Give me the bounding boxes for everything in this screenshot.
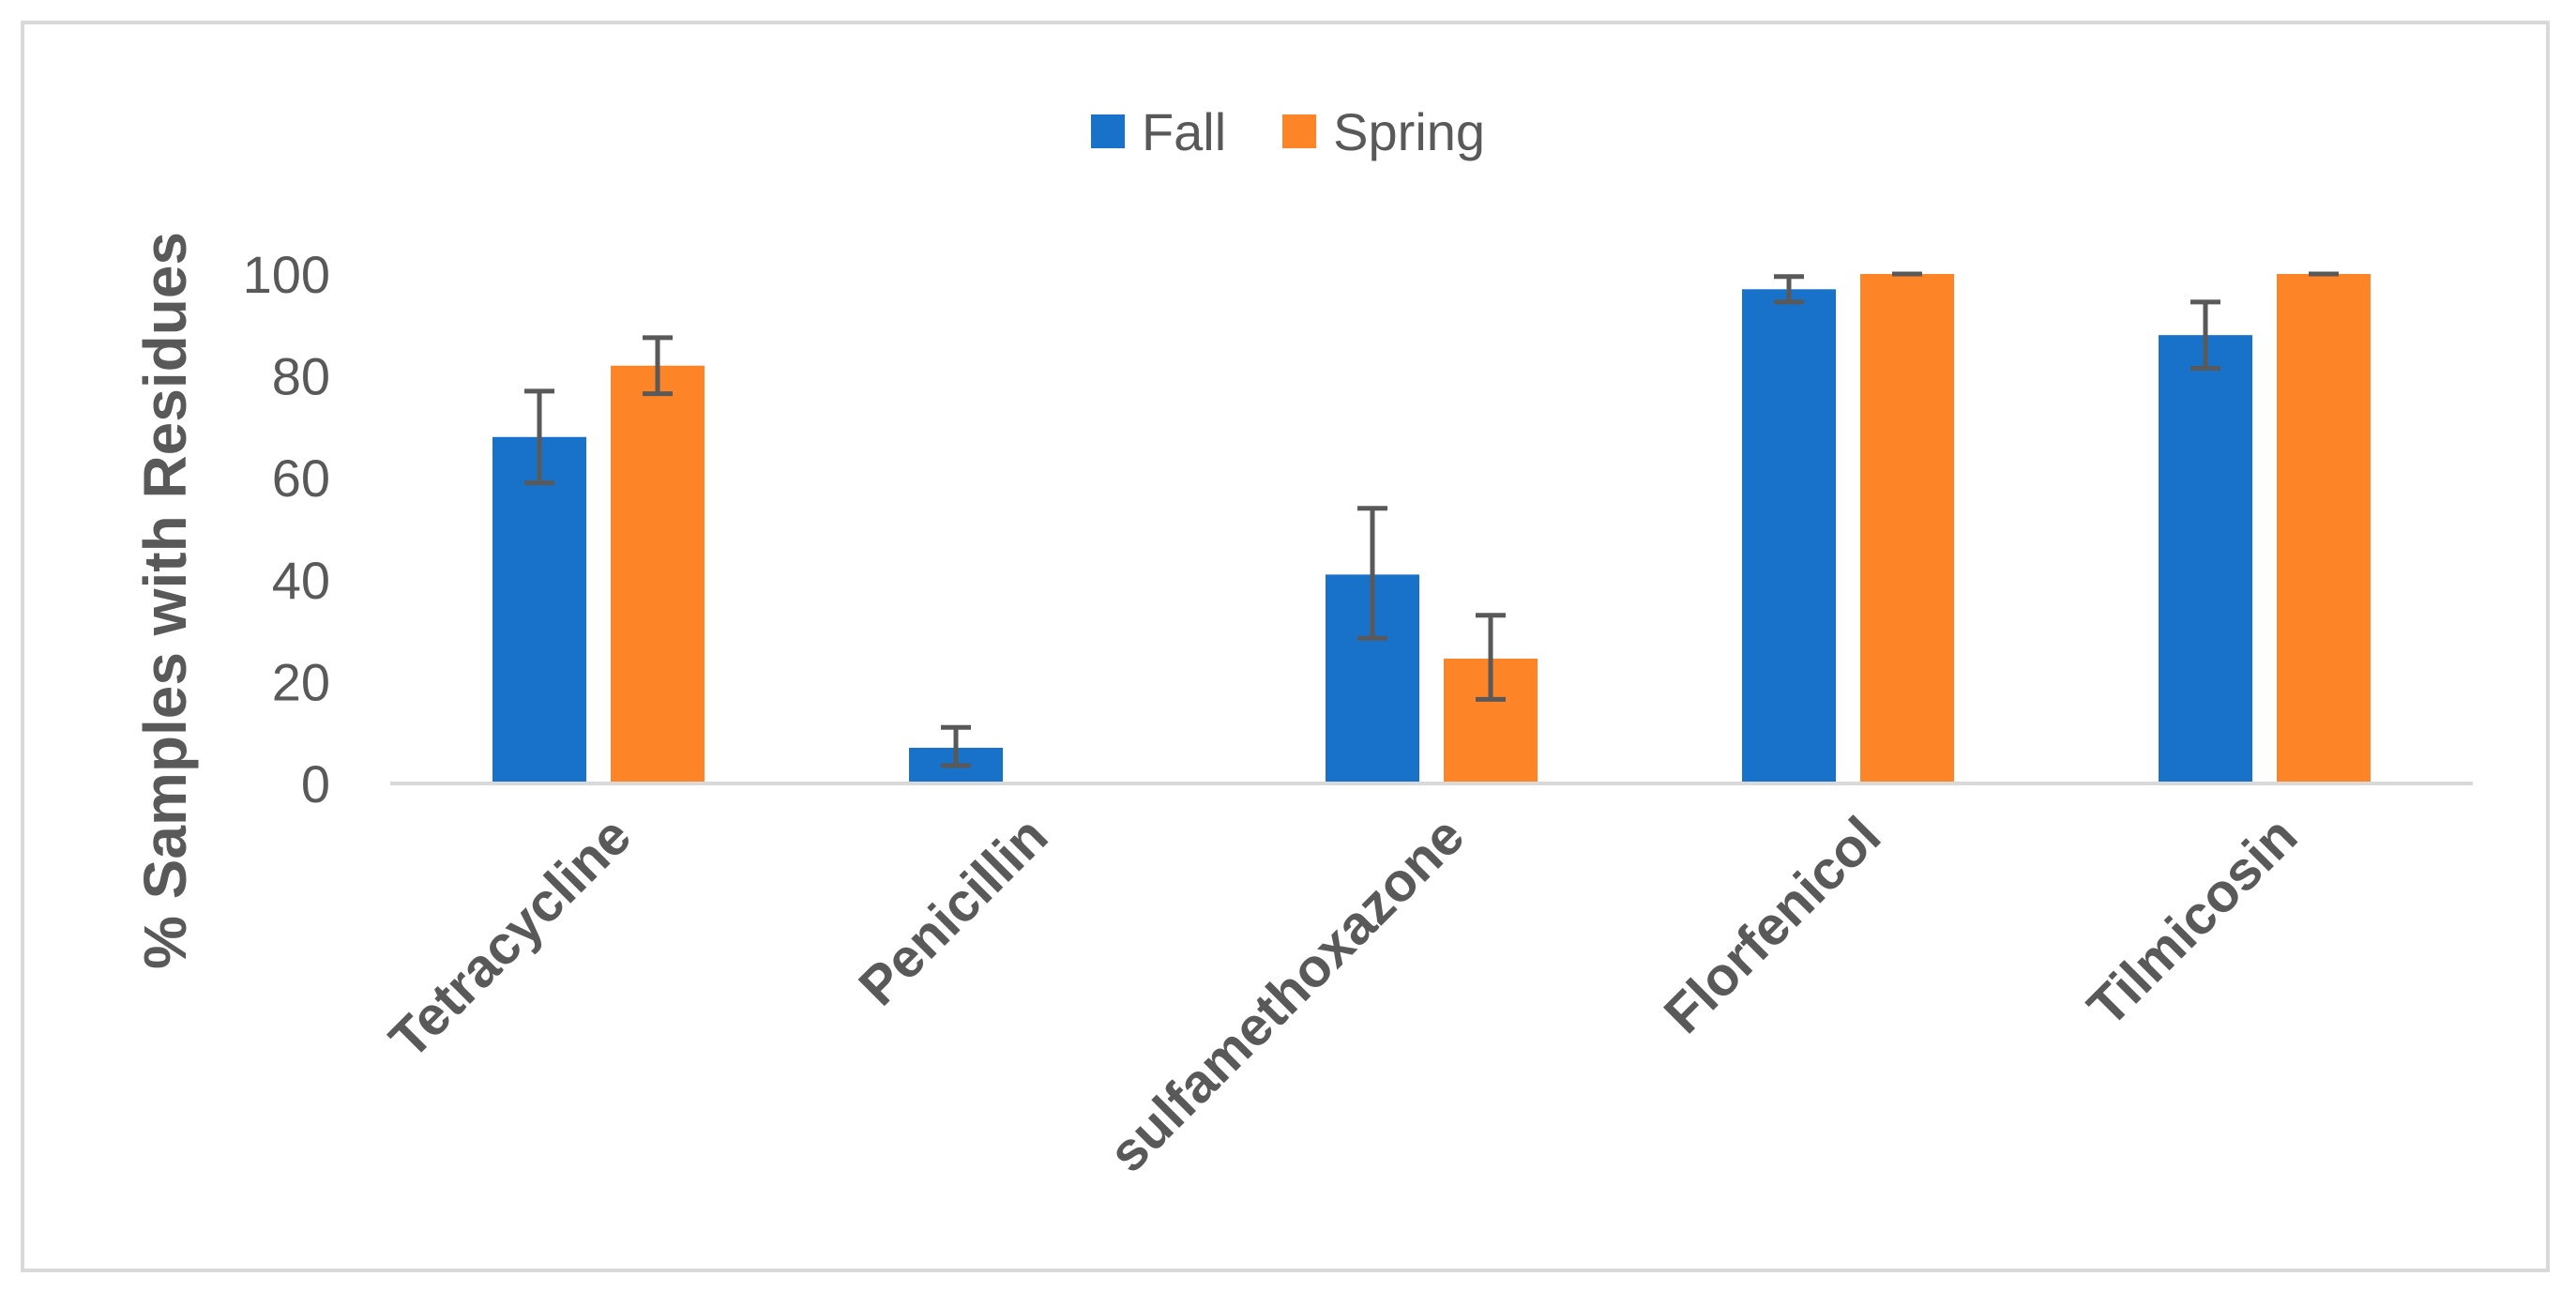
bar-fall-tilmicosin xyxy=(2159,335,2252,783)
x-category-label: Penicillin xyxy=(847,805,1059,1017)
legend-item-fall: Fall xyxy=(1090,101,1227,162)
x-category-label: sulfamethoxazone xyxy=(1097,805,1476,1184)
bar-fall-tetracycline xyxy=(492,436,586,783)
x-category-label: Tetracycline xyxy=(378,805,643,1070)
y-tick-label: 60 xyxy=(272,448,330,508)
x-category-label: Tilmicosin xyxy=(2076,805,2309,1038)
y-tick-label: 100 xyxy=(243,245,330,304)
chart-frame xyxy=(21,21,2550,1272)
y-tick-label: 20 xyxy=(272,652,330,711)
legend-swatch-fall xyxy=(1090,114,1125,148)
legend-label-spring: Spring xyxy=(1333,101,1486,161)
bar-fall-florfenicol xyxy=(1742,289,1836,783)
legend: Fall Spring xyxy=(0,94,2576,169)
y-tick-label: 0 xyxy=(301,754,330,813)
y-tick-label: 80 xyxy=(272,347,330,406)
bar-spring-florfenicol xyxy=(1860,274,1954,783)
bar-spring-tilmicosin xyxy=(2277,274,2371,783)
y-tick-label: 40 xyxy=(272,551,330,610)
y-axis-title: % Samples with Residues xyxy=(131,232,199,969)
x-category-label: Florfenicol xyxy=(1653,805,1893,1045)
legend-label-fall: Fall xyxy=(1141,101,1227,161)
bar-spring-tetracycline xyxy=(611,365,705,783)
legend-swatch-spring xyxy=(1282,114,1317,148)
legend-item-spring: Spring xyxy=(1282,101,1485,162)
